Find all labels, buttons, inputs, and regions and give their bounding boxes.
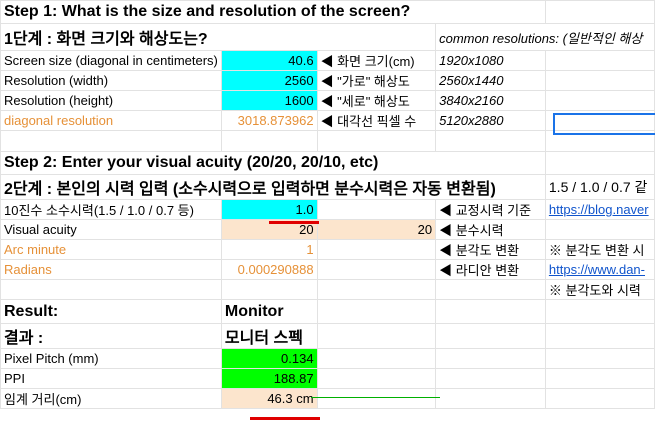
pixel-pitch-label: Pixel Pitch (mm) — [0, 348, 222, 369]
diagonal-resolution-note: ◀ 대각선 픽셀 수 — [316, 110, 437, 131]
arc-minute-note: ◀ 분각도 변환 — [435, 239, 546, 260]
ppi-value: 188.87 — [220, 368, 318, 389]
resolution-width-label: Resolution (width) — [0, 70, 222, 91]
result-border-line — [311, 397, 440, 398]
screen-size-input[interactable]: 40.6 — [220, 50, 318, 71]
resolution-example: 3840x2160 — [435, 90, 546, 111]
resolution-example: 2560x1440 — [435, 70, 546, 91]
resolution-height-input[interactable]: 1600 — [220, 90, 318, 111]
diagonal-resolution-label: diagonal resolution — [0, 110, 222, 131]
resolution-height-note: ◀ "세로" 해상도 — [316, 90, 437, 111]
acuity-denominator: 20 — [316, 219, 437, 240]
arc-minute-value: 1 — [220, 239, 318, 260]
result-title: Result: — [0, 299, 222, 324]
sheet-grid: Step 1: What is the size and resolution … — [0, 0, 655, 409]
critical-distance-value: 46.3 cm — [220, 388, 318, 409]
visual-acuity-note: ◀ 분수시력 — [435, 219, 546, 240]
decimal-acuity-note: ◀ 교정시력 기준 — [435, 199, 546, 220]
screen-size-note: ◀ 화면 크기(cm) — [316, 50, 437, 71]
cell-selection[interactable] — [553, 113, 655, 135]
acuity-examples: 1.5 / 1.0 / 0.7 같 — [544, 174, 655, 200]
ppi-label: PPI — [0, 368, 222, 389]
distance-underline — [250, 417, 320, 420]
reference-link[interactable]: https://blog.naver — [544, 199, 655, 220]
pixel-pitch-value: 0.134 — [220, 348, 318, 369]
resolution-width-input[interactable]: 2560 — [220, 70, 318, 91]
critical-distance-label: 임계 거리(cm) — [0, 388, 222, 409]
resolution-height-label: Resolution (height) — [0, 90, 222, 111]
step2-title-ko: 2단계 : 본인의 시력 입력 (소수시력으로 입력하면 분수시력은 자동 변환… — [0, 174, 546, 200]
diagonal-resolution-value: 3018.873962 — [220, 110, 318, 131]
step1-title: Step 1: What is the size and resolution … — [0, 0, 546, 24]
arc-minute-side-note: ※ 분각도 변환 시 — [544, 239, 655, 260]
resolution-width-note: ◀ "가로" 해상도 — [316, 70, 437, 91]
arc-minute-label: Arc minute — [0, 239, 222, 260]
resolution-example: 5120x2880 — [435, 110, 546, 131]
decimal-acuity-label: 10진수 소수시력(1.5 / 1.0 / 0.7 등) — [0, 199, 222, 220]
radians-label: Radians — [0, 259, 222, 280]
monitor-title: Monitor — [220, 299, 318, 324]
acuity-side-note: ※ 분각도와 시력 — [544, 279, 655, 300]
decimal-acuity-input[interactable]: 1.0 — [220, 199, 318, 220]
common-resolutions-label: common resolutions: (일반적인 해상 — [435, 23, 655, 51]
step2-title: Step 2: Enter your visual acuity (20/20,… — [0, 151, 546, 175]
radians-note: ◀ 라디안 변환 — [435, 259, 546, 280]
monitor-title-ko: 모니터 스펙 — [220, 323, 318, 349]
reference-link[interactable]: https://www.dan- — [544, 259, 655, 280]
result-title-ko: 결과 : — [0, 323, 222, 349]
radians-value: 0.000290888 — [220, 259, 318, 280]
resolution-example: 1920x1080 — [435, 50, 546, 71]
acuity-underline — [269, 221, 319, 224]
visual-acuity-label: Visual acuity — [0, 219, 222, 240]
screen-size-label: Screen size (diagonal in centimeters) — [0, 50, 222, 71]
step1-title-ko: 1단계 : 화면 크기와 해상도는? — [0, 23, 318, 51]
